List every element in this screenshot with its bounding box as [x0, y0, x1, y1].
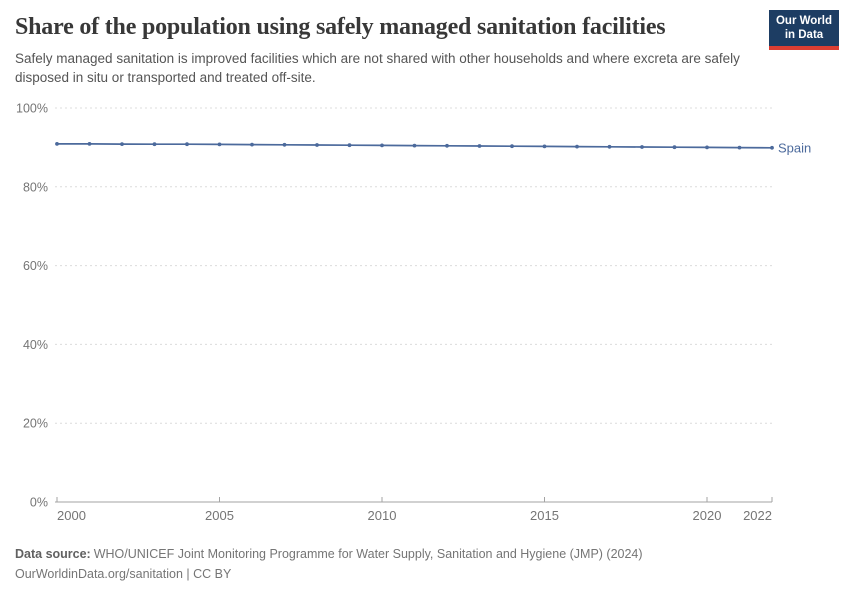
y-tick-label: 20%: [23, 417, 48, 431]
data-point[interactable]: [347, 143, 352, 148]
data-source-text: WHO/UNICEF Joint Monitoring Programme fo…: [93, 547, 643, 561]
x-tick-label: 2020: [693, 508, 722, 523]
line-chart[interactable]: 0% 20% 40% 60% 80% 100% 2000 2005 2010 2015 2020 20…: [0, 95, 850, 540]
chart-footer: Data source: WHO/UNICEF Joint Monitoring …: [15, 544, 643, 584]
data-point[interactable]: [672, 145, 677, 150]
data-point[interactable]: [705, 145, 709, 150]
data-point[interactable]: [412, 143, 417, 148]
data-point[interactable]: [542, 144, 547, 149]
data-point[interactable]: [315, 143, 319, 147]
data-point[interactable]: [575, 144, 579, 149]
page-title: Share of the population using safely man…: [15, 14, 666, 40]
x-tick-label: 2005: [205, 508, 234, 523]
owid-logo[interactable]: Our World in Data: [769, 10, 839, 51]
data-point[interactable]: [250, 142, 254, 147]
y-tick-label: 40%: [23, 338, 48, 352]
x-tick-label: 2015: [530, 508, 559, 523]
data-point[interactable]: [510, 144, 514, 149]
data-point[interactable]: [607, 144, 612, 149]
data-point[interactable]: [477, 144, 482, 148]
owid-logo-line2: in Data: [784, 28, 824, 41]
data-point[interactable]: [282, 142, 287, 147]
x-tick-label: 2000: [57, 508, 86, 523]
y-tick-label: 80%: [23, 180, 48, 194]
data-source-line: Data source: WHO/UNICEF Joint Monitoring …: [15, 544, 643, 564]
data-source-label: Data source:: [15, 547, 91, 561]
y-tick-label: 100%: [16, 102, 48, 116]
data-point[interactable]: [737, 145, 742, 150]
data-point[interactable]: [445, 143, 449, 148]
footer-link[interactable]: OurWorldinData.org/sanitation | CC BY: [15, 567, 232, 581]
chart-subtitle: Safely managed sanitation is improved fa…: [15, 51, 740, 85]
data-point[interactable]: [217, 142, 222, 147]
data-point[interactable]: [770, 145, 774, 150]
x-tick-label: 2010: [368, 508, 397, 523]
owid-logo-line1: Our World: [775, 15, 832, 27]
data-point[interactable]: [640, 145, 644, 149]
data-point[interactable]: [185, 142, 189, 147]
y-tick-label: 60%: [23, 259, 48, 273]
data-point[interactable]: [87, 142, 92, 146]
data-point[interactable]: [152, 142, 157, 147]
data-point[interactable]: [380, 143, 384, 148]
x-tick-label: 2022: [743, 508, 772, 523]
series-label[interactable]: Spain: [778, 140, 811, 155]
data-point[interactable]: [55, 142, 59, 146]
y-tick-label: 0%: [30, 496, 48, 510]
data-point[interactable]: [120, 142, 124, 146]
